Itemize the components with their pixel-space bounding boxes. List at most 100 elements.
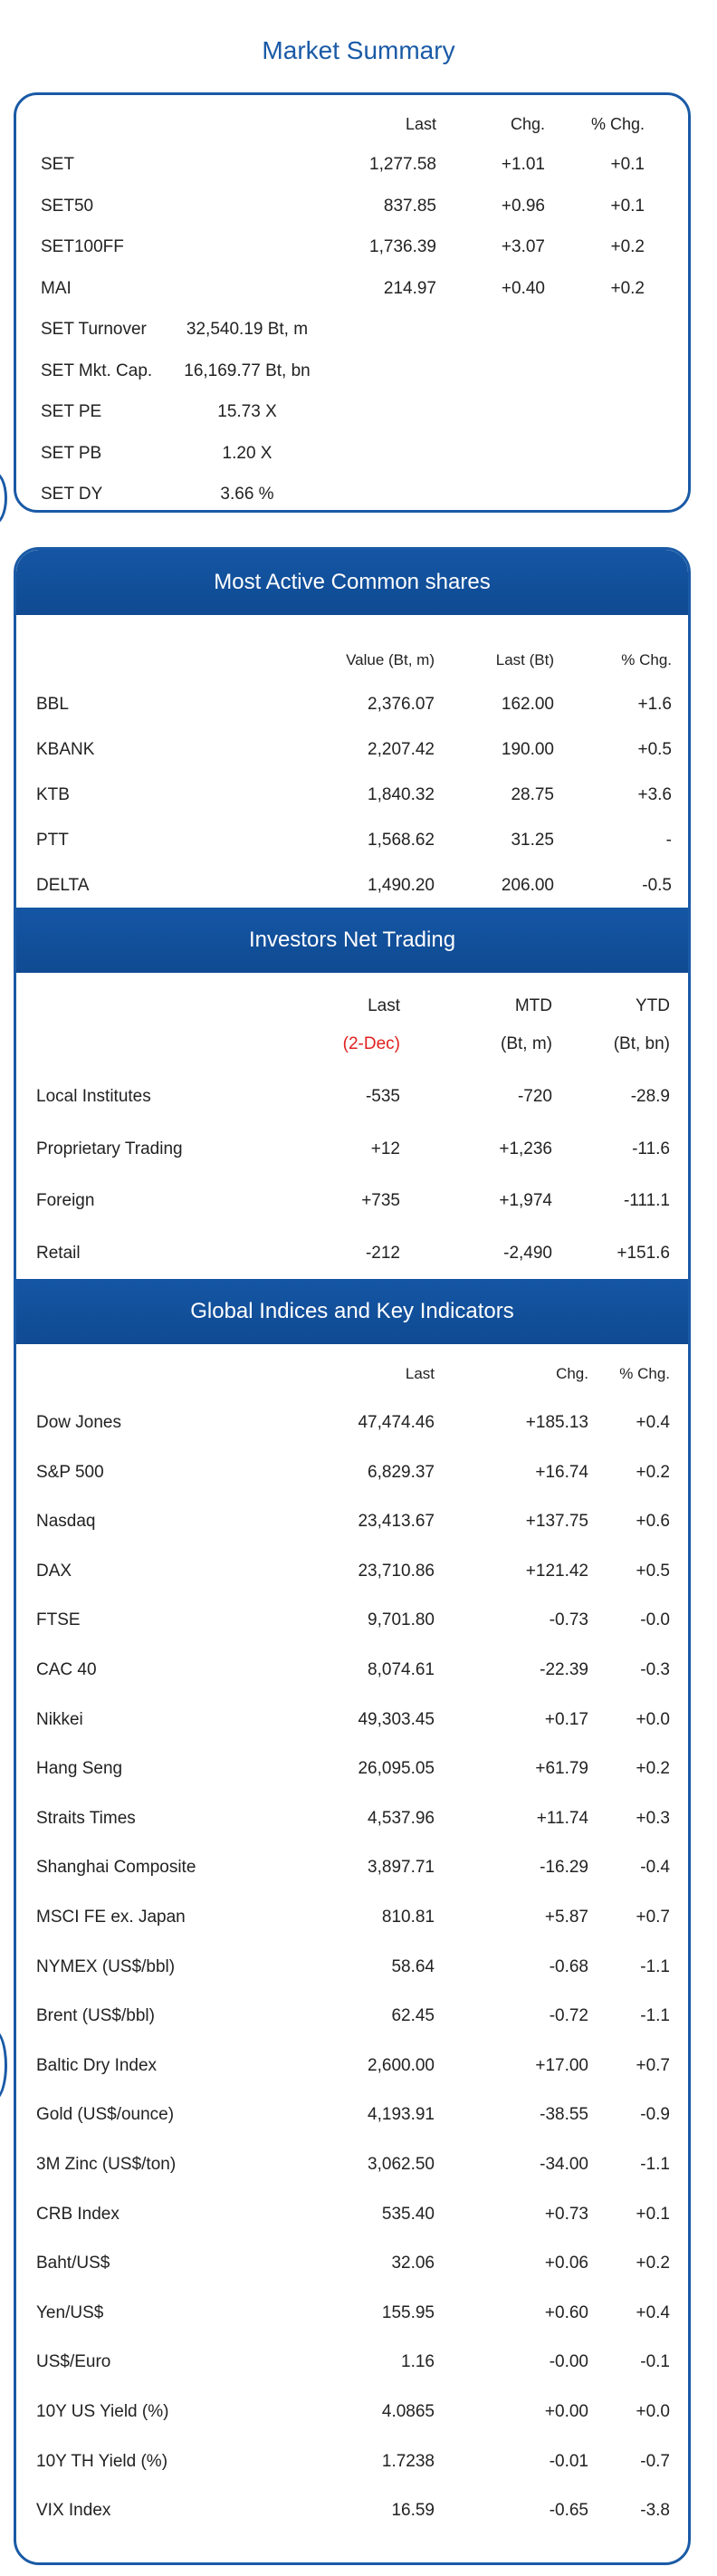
indicator-last: 58.64 xyxy=(391,1956,435,1976)
indicator-pct-chg: +0.1 xyxy=(636,2204,670,2224)
header-last: Last xyxy=(405,115,436,133)
indicator-pct-chg: -0.3 xyxy=(640,1660,670,1679)
indicator-last: 4,537.96 xyxy=(368,1808,435,1828)
indicator-row: FTSE 9,701.80 -0.73 -0.0 xyxy=(16,1610,688,1638)
indicator-chg: +0.00 xyxy=(544,2402,588,2421)
indicator-last: 4,193.91 xyxy=(368,2105,435,2125)
stock-pct-chg: +1.6 xyxy=(637,695,672,714)
info-name: SET DY xyxy=(41,485,103,504)
indicator-row: DAX 23,710.86 +121.42 +0.5 xyxy=(16,1562,688,1589)
investors-title: Investors Net Trading xyxy=(16,908,688,973)
investor-type: Retail xyxy=(36,1243,81,1263)
indicator-chg: -0.72 xyxy=(549,2006,588,2026)
index-chg: +0.96 xyxy=(501,196,545,216)
indicator-pct-chg: +0.4 xyxy=(636,2302,670,2322)
indicator-last: 49,303.45 xyxy=(358,1709,435,1729)
investor-last: -212 xyxy=(365,1243,400,1263)
indicator-pct-chg: -3.8 xyxy=(640,2501,670,2521)
header-pct-chg: % Chg. xyxy=(619,1365,670,1382)
indicator-last: 3,897.71 xyxy=(368,1858,435,1878)
indicator-last: 32.06 xyxy=(391,2254,435,2273)
indicator-row: Baltic Dry Index 2,600.00 +17.00 +0.7 xyxy=(16,2056,688,2083)
market-summary-header: Last Chg. % Chg. xyxy=(16,115,688,142)
stock-last: 206.00 xyxy=(501,876,554,895)
indicator-chg: +137.75 xyxy=(525,1512,588,1532)
indicator-pct-chg: +0.2 xyxy=(636,1462,670,1482)
indicator-chg: +0.17 xyxy=(544,1709,588,1729)
header-value: Value (Bt, m) xyxy=(346,651,435,668)
index-chg: +3.07 xyxy=(501,237,545,256)
info-name: SET PB xyxy=(41,443,102,463)
indicator-name: Shanghai Composite xyxy=(36,1858,196,1878)
indicator-last: 3,062.50 xyxy=(368,2155,435,2174)
investor-last: +12 xyxy=(370,1139,400,1158)
indicator-pct-chg: +0.6 xyxy=(636,1512,670,1532)
header-ytd: YTD xyxy=(636,996,670,1015)
indicator-row: Baht/US$ 32.06 +0.06 +0.2 xyxy=(16,2254,688,2281)
indicator-pct-chg: -0.7 xyxy=(640,2451,670,2471)
market-data-panel: Most Active Common shares Value (Bt, m) … xyxy=(14,547,691,2565)
indicator-name: 3M Zinc (US$/ton) xyxy=(36,2155,177,2174)
investor-mtd: +1,974 xyxy=(499,1191,552,1210)
index-pct-chg: +0.1 xyxy=(610,196,645,216)
investor-mtd: +1,236 xyxy=(499,1139,552,1158)
header-pct-chg: % Chg. xyxy=(590,115,645,133)
indicator-row: Shanghai Composite 3,897.71 -16.29 -0.4 xyxy=(16,1858,688,1885)
global-title: Global Indices and Key Indicators xyxy=(16,1279,688,1344)
stock-value: 1,568.62 xyxy=(368,831,435,850)
indicator-pct-chg: -0.1 xyxy=(640,2352,670,2372)
investor-mtd: -720 xyxy=(517,1087,552,1106)
header-last: Last xyxy=(368,996,400,1015)
investor-row: Local Institutes -535 -720 -28.9 xyxy=(16,1087,688,1114)
info-name: SET Mkt. Cap. xyxy=(41,360,153,380)
indicator-last: 155.95 xyxy=(381,2302,435,2322)
indicator-pct-chg: +0.3 xyxy=(636,1808,670,1828)
indicator-pct-chg: +0.2 xyxy=(636,2254,670,2273)
indicator-row: VIX Index 16.59 -0.65 -3.8 xyxy=(16,2501,688,2528)
indicator-chg: -22.39 xyxy=(540,1660,588,1679)
indicator-chg: +185.13 xyxy=(525,1413,588,1432)
indicator-last: 23,710.86 xyxy=(358,1561,435,1581)
indicator-name: 10Y TH Yield (%) xyxy=(36,2451,168,2471)
most-active-header: Value (Bt, m) Last (Bt) % Chg. xyxy=(16,651,688,678)
indicator-chg: +17.00 xyxy=(535,2055,588,2075)
indicator-name: Yen/US$ xyxy=(36,2302,104,2322)
indicator-name: Hang Seng xyxy=(36,1759,123,1779)
indicator-name: Baltic Dry Index xyxy=(36,2055,158,2075)
indicator-name: MSCI FE ex. Japan xyxy=(36,1908,186,1927)
indicator-chg: -0.00 xyxy=(549,2352,588,2372)
investor-type: Foreign xyxy=(36,1191,95,1210)
indicator-row: Straits Times 4,537.96 +11.74 +0.3 xyxy=(16,1809,688,1836)
info-value: 3.66 % xyxy=(220,485,274,504)
investor-ytd: -11.6 xyxy=(632,1139,670,1158)
index-last: 214.97 xyxy=(383,278,436,298)
index-last: 1,277.58 xyxy=(369,155,436,174)
decorative-arc xyxy=(0,471,7,525)
stock-pct-chg: +3.6 xyxy=(637,785,672,804)
indicator-name: US$/Euro xyxy=(36,2352,111,2372)
info-row: SET Turnover 32,540.19 Bt, m xyxy=(16,320,688,347)
investor-type: Local Institutes xyxy=(36,1087,151,1106)
index-chg: +0.40 xyxy=(501,278,545,298)
indicator-row: 3M Zinc (US$/ton) 3,062.50 -34.00 -1.1 xyxy=(16,2155,688,2182)
indicator-chg: -0.01 xyxy=(549,2451,588,2471)
index-pct-chg: +0.2 xyxy=(610,278,645,298)
indicator-chg: +61.79 xyxy=(535,1759,588,1779)
indicator-row: S&P 500 6,829.37 +16.74 +0.2 xyxy=(16,1463,688,1490)
global-header: Last Chg. % Chg. xyxy=(16,1365,688,1392)
indicator-last: 23,413.67 xyxy=(358,1512,435,1532)
info-name: SET PE xyxy=(41,402,102,421)
indicator-pct-chg: -1.1 xyxy=(640,1956,670,1976)
most-active-row: PTT 1,568.62 31.25 - xyxy=(16,831,688,858)
info-value: 1.20 X xyxy=(222,443,272,463)
indicator-last: 2,600.00 xyxy=(368,2055,435,2075)
info-row: SET Mkt. Cap. 16,169.77 Bt, bn xyxy=(16,361,688,389)
index-chg: +1.01 xyxy=(501,155,545,174)
indicator-pct-chg: +0.7 xyxy=(636,2055,670,2075)
page-title: Market Summary xyxy=(262,36,455,64)
index-last: 837.85 xyxy=(383,196,436,216)
investor-row: Foreign +735 +1,974 -111.1 xyxy=(16,1191,688,1218)
stock-last: 28.75 xyxy=(511,785,554,804)
index-row: MAI 214.97 +0.40 +0.2 xyxy=(16,279,688,306)
indicator-last: 1.7238 xyxy=(381,2451,435,2471)
